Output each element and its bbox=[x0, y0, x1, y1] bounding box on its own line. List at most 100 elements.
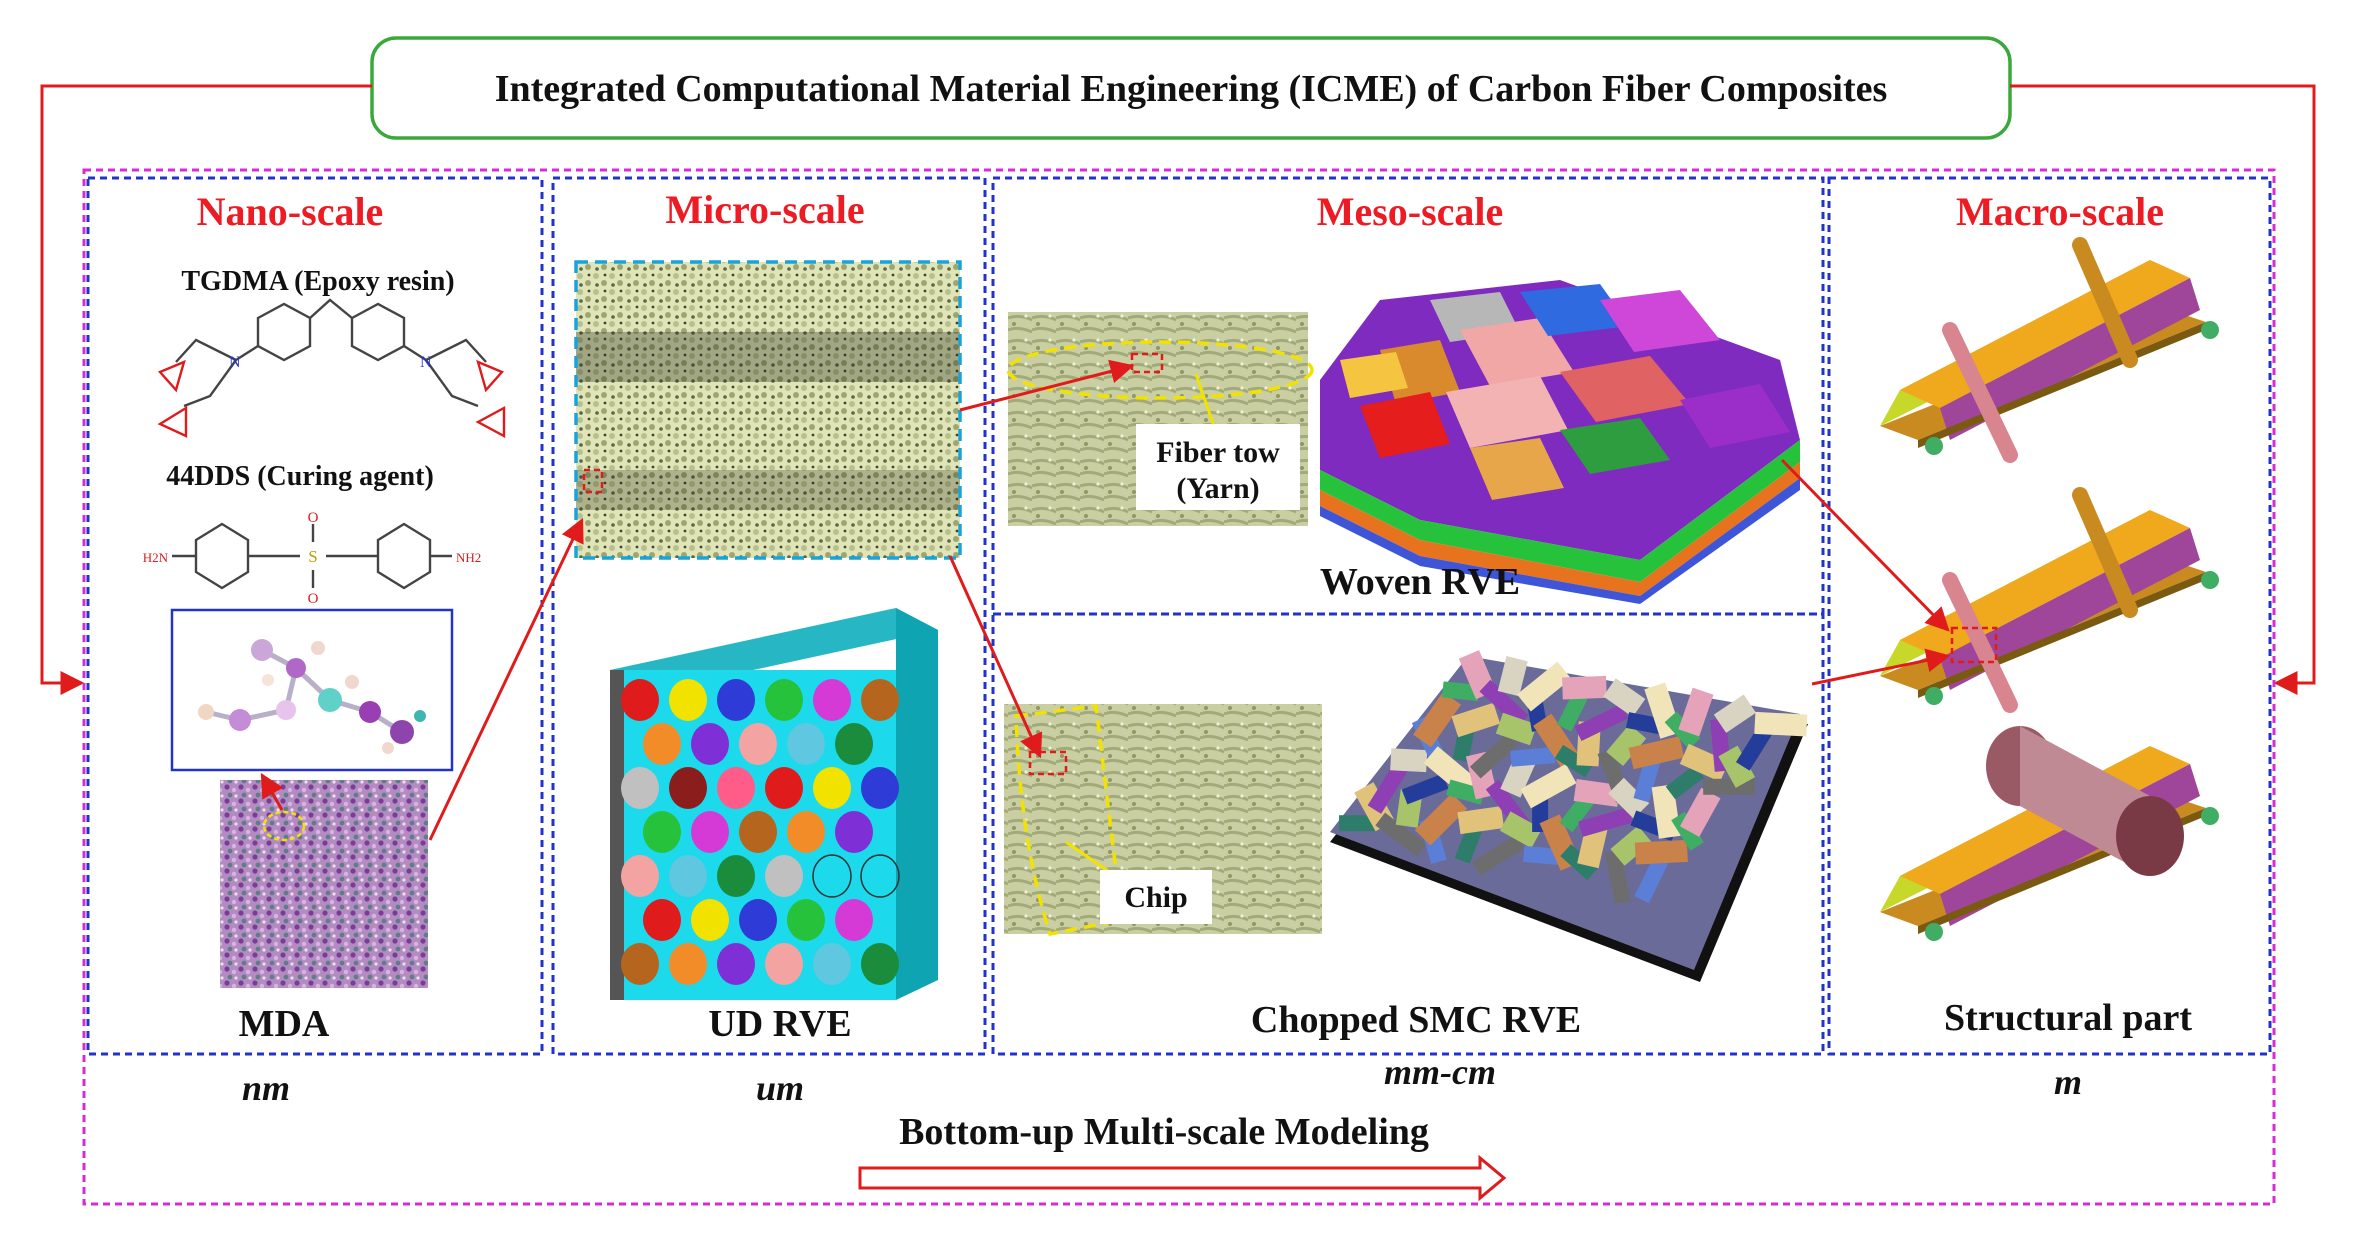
yarn-outline bbox=[1006, 340, 1314, 400]
smc-chip bbox=[1495, 712, 1538, 746]
smc-chip bbox=[1469, 731, 1520, 779]
macro-unit: m bbox=[2054, 1062, 2082, 1102]
macro-roi-box bbox=[1950, 626, 1998, 664]
ud-fiber-cross-section bbox=[621, 679, 659, 721]
smc-chip bbox=[1679, 743, 1729, 782]
mda-to-molecule-arrow bbox=[260, 772, 284, 811]
smc-chip bbox=[1390, 748, 1428, 773]
smc-chip bbox=[1446, 779, 1486, 805]
footer-text: Bottom-up Multi-scale Modeling bbox=[899, 1111, 1429, 1153]
molecule-ball-stick bbox=[198, 639, 426, 754]
smc-chip bbox=[1574, 703, 1629, 741]
fiber-microscopy-image bbox=[576, 262, 960, 558]
chip-callout bbox=[1100, 870, 1212, 924]
arrow-micro-to-chip bbox=[948, 555, 1043, 759]
ud-fiber-cross-section bbox=[765, 679, 803, 721]
ud-fiber-cross-section bbox=[813, 679, 851, 721]
smc-chip bbox=[1634, 839, 1688, 865]
ud-fiber-cross-section bbox=[787, 811, 825, 853]
ud-fiber-cross-section bbox=[739, 723, 777, 765]
ud-fiber-cross-section bbox=[717, 767, 755, 809]
nitrogen-right: N bbox=[420, 354, 432, 371]
nano-unit: nm bbox=[242, 1068, 290, 1108]
smc-chip bbox=[1603, 678, 1646, 717]
smc-chip bbox=[1510, 747, 1556, 767]
resin-label: TGDMA (Epoxy resin) bbox=[181, 266, 454, 297]
ud-fiber-cross-section bbox=[861, 767, 899, 809]
ud-fiber-cross-section bbox=[717, 855, 755, 897]
structural-part-3 bbox=[1880, 726, 2219, 941]
dds-amine-left: H2N bbox=[143, 550, 169, 565]
smc-chip bbox=[1451, 702, 1501, 738]
ud-fiber-circles bbox=[621, 679, 900, 985]
panel-nano bbox=[86, 176, 544, 1056]
ud-fiber-cross-section bbox=[621, 767, 659, 809]
smc-chip bbox=[1516, 661, 1572, 712]
structural-part-2 bbox=[1880, 487, 2219, 713]
ud-fiber-cross-section bbox=[691, 899, 729, 941]
ud-fiber-cross-section bbox=[669, 767, 707, 809]
smc-chip bbox=[1606, 724, 1647, 767]
arrow-woven-to-macro bbox=[1780, 458, 1950, 632]
ud-fiber-cross-section bbox=[860, 854, 900, 898]
fiber-tow-label-line2: (Yarn) bbox=[1176, 472, 1259, 505]
ud-fiber-cross-section bbox=[813, 767, 851, 809]
smc-chip bbox=[1454, 824, 1483, 864]
dds-oxygen-bottom: O bbox=[308, 591, 319, 607]
structural-part-label: Structural part bbox=[1944, 997, 2192, 1039]
dds-oxygen-top: O bbox=[308, 510, 319, 526]
nitrogen-left: N bbox=[229, 354, 241, 371]
smc-chip bbox=[1472, 834, 1525, 876]
smc-chip bbox=[1497, 656, 1528, 697]
ud-fiber-cross-section bbox=[813, 943, 851, 985]
ud-fiber-cross-section bbox=[739, 811, 777, 853]
smc-chip bbox=[1610, 825, 1653, 866]
meso-unit: mm-cm bbox=[1384, 1052, 1496, 1092]
smc-chip bbox=[1401, 773, 1449, 805]
panel-macro bbox=[1827, 176, 2272, 1056]
ud-fiber-cross-section bbox=[691, 811, 729, 853]
ud-fiber-cross-section bbox=[765, 943, 803, 985]
dds-sulfur: S bbox=[308, 547, 317, 566]
title-box bbox=[370, 36, 2012, 140]
ud-fiber-cross-section bbox=[643, 811, 681, 853]
arrow-micro-to-woven bbox=[959, 359, 1135, 412]
chip-label: Chip bbox=[1124, 881, 1187, 914]
tgdma-structure bbox=[157, 298, 506, 439]
smc-chip bbox=[1671, 811, 1704, 851]
micro-header: Micro-scale bbox=[665, 187, 864, 232]
smc-chip bbox=[1713, 694, 1756, 733]
smc-chip bbox=[1573, 779, 1621, 807]
ud-fiber-cross-section bbox=[691, 723, 729, 765]
micro-unit: um bbox=[756, 1068, 804, 1108]
mda-label: MDA bbox=[239, 1003, 330, 1045]
smc-chip bbox=[1665, 764, 1705, 800]
dds-structure bbox=[172, 522, 452, 590]
ud-rve-label: UD RVE bbox=[708, 1003, 851, 1045]
yarn-roi-box bbox=[1130, 352, 1164, 374]
macro-header: Macro-scale bbox=[1956, 189, 2164, 234]
smc-chip bbox=[1520, 763, 1577, 809]
smc-chip bbox=[1339, 815, 1376, 832]
ud-fiber-cross-section bbox=[765, 767, 803, 809]
smc-chip bbox=[1718, 745, 1756, 788]
fiber-image-dark-band-1 bbox=[576, 332, 960, 382]
chip-roi-box bbox=[1028, 750, 1068, 776]
smc-chip bbox=[1679, 787, 1721, 837]
smc-chip bbox=[1735, 724, 1773, 771]
ud-fiber-cross-section bbox=[787, 899, 825, 941]
ud-fiber-cross-section bbox=[669, 943, 707, 985]
ud-fiber-cross-section bbox=[835, 811, 873, 853]
smc-chip bbox=[1554, 744, 1594, 778]
title-text: Integrated Computational Material Engine… bbox=[495, 68, 1888, 110]
smc-chip bbox=[1578, 807, 1633, 837]
chip-outline bbox=[1014, 704, 1124, 937]
ud-fiber-cross-section bbox=[835, 723, 873, 765]
ud-fiber-cross-section bbox=[643, 899, 681, 941]
ud-fiber-cross-section bbox=[643, 723, 681, 765]
arrow-smc-to-macro bbox=[1811, 648, 1951, 686]
ud-fiber-cross-section bbox=[717, 943, 755, 985]
ud-fiber-cross-section bbox=[739, 899, 777, 941]
mda-image bbox=[220, 780, 428, 988]
